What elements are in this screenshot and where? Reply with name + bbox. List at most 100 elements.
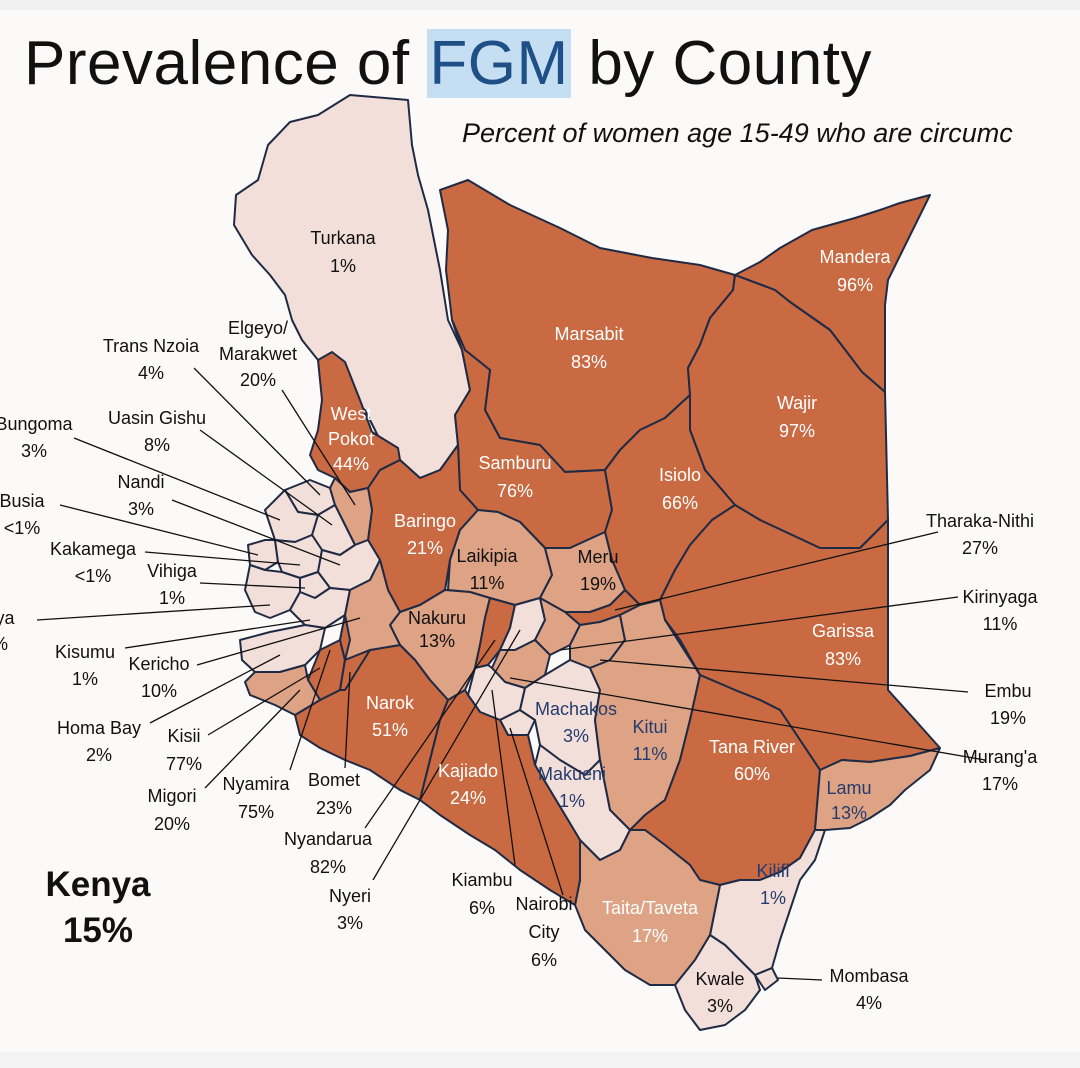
county-value-wajir: 97% — [779, 421, 815, 441]
county-name-nyamira: Nyamira — [222, 774, 290, 794]
county-value-turkana: 1% — [330, 256, 356, 276]
leader-line-nyandarua — [364, 639, 496, 829]
county-value-mombasa: 4% — [856, 993, 882, 1013]
county-turkana — [233, 94, 471, 479]
county-name-kwale: Kwale — [695, 969, 744, 989]
county-value-nairobi: 6% — [531, 950, 557, 970]
county-name-tana-river: Tana River — [709, 737, 795, 757]
leader-line-tharaka-nithi — [614, 531, 939, 611]
county-name-elgeyo-marakwet: Marakwet — [219, 344, 297, 364]
county-name-nakuru: Nakuru — [408, 608, 466, 628]
leader-line-trans-nzoia — [193, 367, 321, 496]
county-value-kilifi: 1% — [760, 888, 786, 908]
leader-line-mombasa — [777, 977, 823, 981]
leader-line-homa-bay — [149, 654, 281, 724]
leader-line-muranga — [509, 677, 986, 761]
map-title: Prevalence of FGM by County — [24, 28, 872, 99]
county-value-garissa: 83% — [825, 649, 861, 669]
county-value-kiambu: 6% — [469, 898, 495, 918]
county-name-isiolo: Isiolo — [659, 465, 701, 485]
title-highlighted-term: FGM — [427, 29, 571, 98]
county-value-siaya: % — [0, 634, 8, 654]
county-value-trans-nzoia: 4% — [138, 363, 164, 383]
county-name-tharaka-nithi: Tharaka-Nithi — [926, 511, 1034, 531]
top-border — [0, 0, 1080, 10]
county-name-kiambu: Kiambu — [451, 870, 512, 890]
county-name-migori: Migori — [147, 786, 196, 806]
county-homa-bay — [239, 624, 326, 673]
county-value-uasin-gishu: 8% — [144, 435, 170, 455]
county-value-taita-taveta: 17% — [632, 926, 668, 946]
leader-line-nyeri — [372, 629, 521, 881]
county-name-kakamega: Kakamega — [50, 539, 137, 559]
county-value-vihiga: 1% — [159, 588, 185, 608]
county-name-marsabit: Marsabit — [554, 324, 623, 344]
county-name-nyeri: Nyeri — [329, 886, 371, 906]
leader-line-nyamira — [289, 649, 331, 771]
county-value-kirinyaga: 11% — [983, 614, 1018, 634]
county-name-samburu: Samburu — [478, 453, 551, 473]
county-value-isiolo: 66% — [662, 493, 698, 513]
county-name-mombasa: Mombasa — [829, 966, 909, 986]
national-total: Kenya 15% — [38, 862, 158, 954]
county-name-trans-nzoia: Trans Nzoia — [103, 336, 200, 356]
leader-line-bungoma — [73, 437, 281, 521]
county-name-kirinyaga: Kirinyaga — [962, 587, 1038, 607]
county-name-kitui: Kitui — [632, 717, 667, 737]
county-name-garissa: Garissa — [812, 621, 875, 641]
county-value-laikipia: 11% — [470, 573, 505, 593]
leader-line-kakamega — [144, 551, 301, 566]
county-name-makueni: Makueni — [538, 764, 606, 784]
county-value-meru: 19% — [580, 574, 616, 594]
leader-line-migori — [204, 689, 301, 789]
county-value-marsabit: 83% — [571, 352, 607, 372]
county-value-nyandarua: 82% — [310, 857, 346, 877]
national-name: Kenya — [45, 865, 151, 904]
county-name-mandera: Mandera — [819, 247, 891, 267]
county-value-makueni: 1% — [559, 791, 585, 811]
county-value-nakuru: 13% — [419, 631, 455, 651]
title-suffix: by County — [570, 29, 872, 98]
leader-line-kisumu — [124, 619, 311, 649]
map-subtitle: Percent of women age 15-49 who are circu… — [462, 118, 1013, 148]
county-name-bungoma: Bungoma — [0, 414, 74, 434]
leader-line-busia — [59, 504, 259, 556]
county-value-nandi: 3% — [128, 499, 154, 519]
county-name-bomet: Bomet — [308, 770, 360, 790]
county-value-kericho: 10% — [141, 681, 177, 701]
county-value-kisii: 77% — [166, 754, 202, 774]
county-name-muranga: Murang'a — [963, 747, 1038, 767]
county-value-elgeyo-marakwet: 20% — [240, 370, 276, 390]
county-value-muranga: 17% — [982, 774, 1018, 794]
county-value-nyamira: 75% — [238, 802, 274, 822]
county-name-taita-taveta: Taita/Taveta — [602, 898, 699, 918]
county-name-kisii: Kisii — [167, 726, 200, 746]
county-kwale — [674, 934, 761, 1031]
bottom-border — [0, 1052, 1080, 1068]
county-value-kajiado: 24% — [450, 788, 486, 808]
county-name-lamu: Lamu — [826, 778, 871, 798]
county-bomet — [339, 649, 371, 691]
county-name-west-pokot: West — [331, 404, 372, 424]
county-value-homa-bay: 2% — [86, 745, 112, 765]
county-value-samburu: 76% — [497, 481, 533, 501]
county-value-kisumu: 1% — [72, 669, 98, 689]
leader-line-elgeyo-marakwet — [281, 389, 356, 506]
leader-line-vihiga — [199, 582, 306, 589]
leader-line-siaya — [36, 604, 271, 621]
county-value-west-pokot: 44% — [333, 454, 369, 474]
county-name-nyandarua: Nyandarua — [284, 829, 373, 849]
national-value: 15% — [62, 911, 134, 950]
county-name-west-pokot: Pokot — [328, 429, 374, 449]
county-name-homa-bay: Homa Bay — [57, 718, 141, 738]
county-value-bungoma: 3% — [21, 441, 47, 461]
county-name-nandi: Nandi — [117, 472, 164, 492]
county-name-nairobi: Nairobi — [515, 894, 572, 914]
county-value-busia: <1% — [4, 518, 41, 538]
county-name-laikipia: Laikipia — [456, 546, 518, 566]
county-name-narok: Narok — [366, 693, 415, 713]
county-value-tharaka-nithi: 27% — [962, 538, 998, 558]
county-name-kericho: Kericho — [128, 654, 189, 674]
